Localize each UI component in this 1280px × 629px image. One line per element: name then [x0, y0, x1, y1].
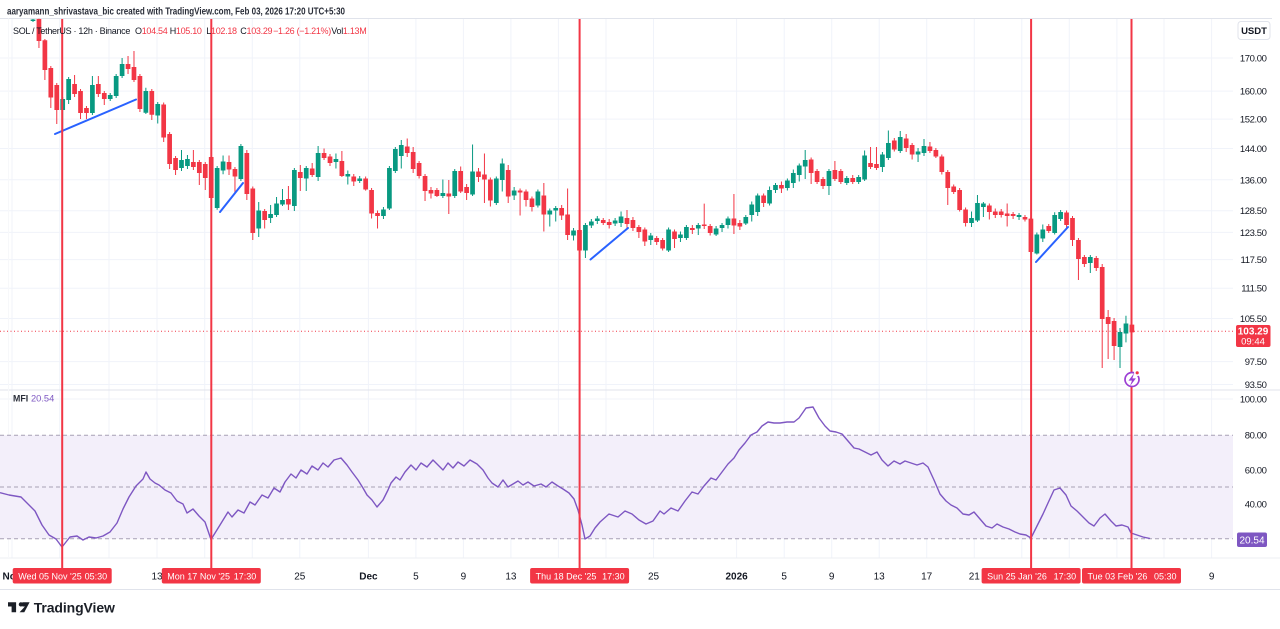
svg-text:128.50: 128.50 — [1240, 206, 1267, 217]
svg-text:5: 5 — [413, 572, 419, 583]
svg-text:123.50: 123.50 — [1240, 228, 1267, 239]
svg-text:09:44: 09:44 — [1241, 337, 1265, 348]
svg-text:17:30: 17:30 — [234, 571, 257, 581]
svg-text:Mon 17 Nov '25: Mon 17 Nov '25 — [167, 571, 230, 581]
svg-text:25: 25 — [294, 572, 306, 583]
svg-text:105.50: 105.50 — [1240, 314, 1267, 325]
svg-text:144.00: 144.00 — [1240, 144, 1267, 155]
svg-text:60.00: 60.00 — [1245, 465, 1267, 476]
svg-text:C103.29: C103.29 — [240, 26, 272, 36]
svg-text:L102.18: L102.18 — [206, 26, 237, 36]
svg-text:80.00: 80.00 — [1245, 431, 1267, 442]
svg-text:2026: 2026 — [725, 572, 748, 583]
svg-text:40.00: 40.00 — [1245, 500, 1267, 511]
svg-text:9: 9 — [829, 572, 835, 583]
svg-text:Sun 25 Jan '26: Sun 25 Jan '26 — [987, 571, 1047, 581]
svg-text:aaryamann_shrivastava_bic crea: aaryamann_shrivastava_bic created with T… — [7, 6, 345, 18]
svg-text:5: 5 — [781, 572, 787, 583]
svg-text:117.50: 117.50 — [1241, 255, 1267, 266]
svg-text:SOL / TetherUS · 12h · Binance: SOL / TetherUS · 12h · Binance — [13, 26, 130, 36]
svg-text:20.54: 20.54 — [31, 394, 54, 404]
svg-text:H105.10: H105.10 — [170, 26, 202, 36]
svg-text:100.00: 100.00 — [1240, 395, 1267, 406]
svg-text:93.50: 93.50 — [1245, 380, 1267, 391]
svg-text:13: 13 — [151, 572, 163, 583]
svg-text:111.50: 111.50 — [1241, 284, 1266, 295]
svg-text:17:30: 17:30 — [602, 571, 625, 581]
svg-text:05:30: 05:30 — [85, 571, 108, 581]
svg-text:170.00: 170.00 — [1240, 54, 1267, 65]
svg-text:13: 13 — [874, 572, 886, 583]
svg-text:Thu 18 Dec '25: Thu 18 Dec '25 — [536, 571, 597, 581]
svg-text:TradingView: TradingView — [34, 600, 115, 616]
svg-text:9: 9 — [461, 572, 467, 583]
svg-text:20.54: 20.54 — [1239, 536, 1264, 547]
svg-text:USDT: USDT — [1241, 26, 1267, 37]
svg-text:MFI: MFI — [13, 394, 28, 404]
svg-text:−1.26 (−1.21%): −1.26 (−1.21%) — [273, 26, 331, 36]
svg-text:Dec: Dec — [359, 572, 378, 583]
svg-text:160.00: 160.00 — [1240, 87, 1267, 98]
svg-text:13: 13 — [505, 572, 517, 583]
svg-text:152.00: 152.00 — [1240, 115, 1267, 126]
svg-text:Tue 03 Feb '26: Tue 03 Feb '26 — [1088, 571, 1148, 581]
svg-text:Wed 05 Nov '25: Wed 05 Nov '25 — [18, 571, 82, 581]
svg-text:97.50: 97.50 — [1245, 357, 1267, 368]
svg-text:O104.54: O104.54 — [135, 26, 168, 36]
svg-text:103.29: 103.29 — [1238, 327, 1269, 338]
svg-text:Vol1.13M: Vol1.13M — [331, 26, 366, 36]
svg-text:21: 21 — [969, 572, 981, 583]
svg-text:136.00: 136.00 — [1240, 175, 1267, 186]
svg-text:9: 9 — [1209, 572, 1215, 583]
svg-text:17:30: 17:30 — [1054, 571, 1077, 581]
svg-text:Nov: Nov — [3, 572, 22, 583]
svg-text:17: 17 — [921, 572, 933, 583]
svg-text:05:30: 05:30 — [1154, 571, 1177, 581]
svg-text:25: 25 — [648, 572, 660, 583]
